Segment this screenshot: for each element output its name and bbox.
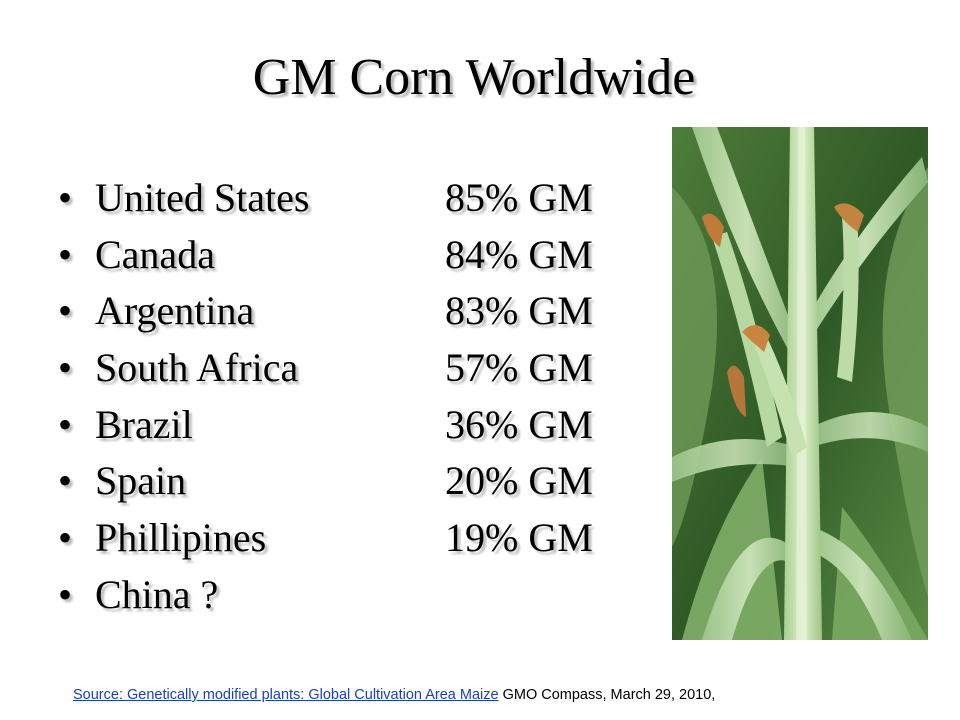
corn-plant-photo [672, 127, 928, 640]
country-name: South Africa [95, 345, 299, 391]
gm-percentage: 19% GM [445, 515, 593, 561]
source-detail: GMO Compass, March 29, 2010, [498, 687, 716, 703]
country-name: Canada [95, 231, 215, 277]
country-name: Phillipines [95, 515, 267, 561]
gm-percentage: 83% GM [445, 288, 593, 334]
bullet-icon: • [58, 401, 73, 447]
bullet-icon: • [58, 515, 73, 561]
gm-percentage: 85% GM [445, 175, 593, 220]
gm-percentage: 84% GM [445, 231, 593, 277]
country-name: China ? [95, 571, 219, 617]
country-name: Brazil [95, 401, 193, 447]
gm-percentage: 20% GM [445, 458, 593, 504]
gm-percentage: 57% GM [445, 345, 593, 391]
gm-percentage: 36% GM [445, 401, 593, 447]
bullet-icon: • [58, 231, 73, 277]
bullet-icon: • [58, 175, 73, 220]
bullet-icon: • [58, 571, 73, 617]
bullet-icon: • [58, 458, 73, 504]
slide-title: GM Corn Worldwide [252, 49, 696, 106]
country-name: Argentina [95, 288, 255, 334]
bullet-icon: • [58, 345, 73, 391]
country-name: United States [95, 175, 310, 220]
bullet-icon: • [58, 288, 73, 334]
country-name: Spain [95, 458, 187, 504]
source-link[interactable]: Source: Genetically modified plants: Glo… [73, 687, 499, 703]
source-citation: Source: Genetically modified plants: Glo… [73, 687, 715, 703]
